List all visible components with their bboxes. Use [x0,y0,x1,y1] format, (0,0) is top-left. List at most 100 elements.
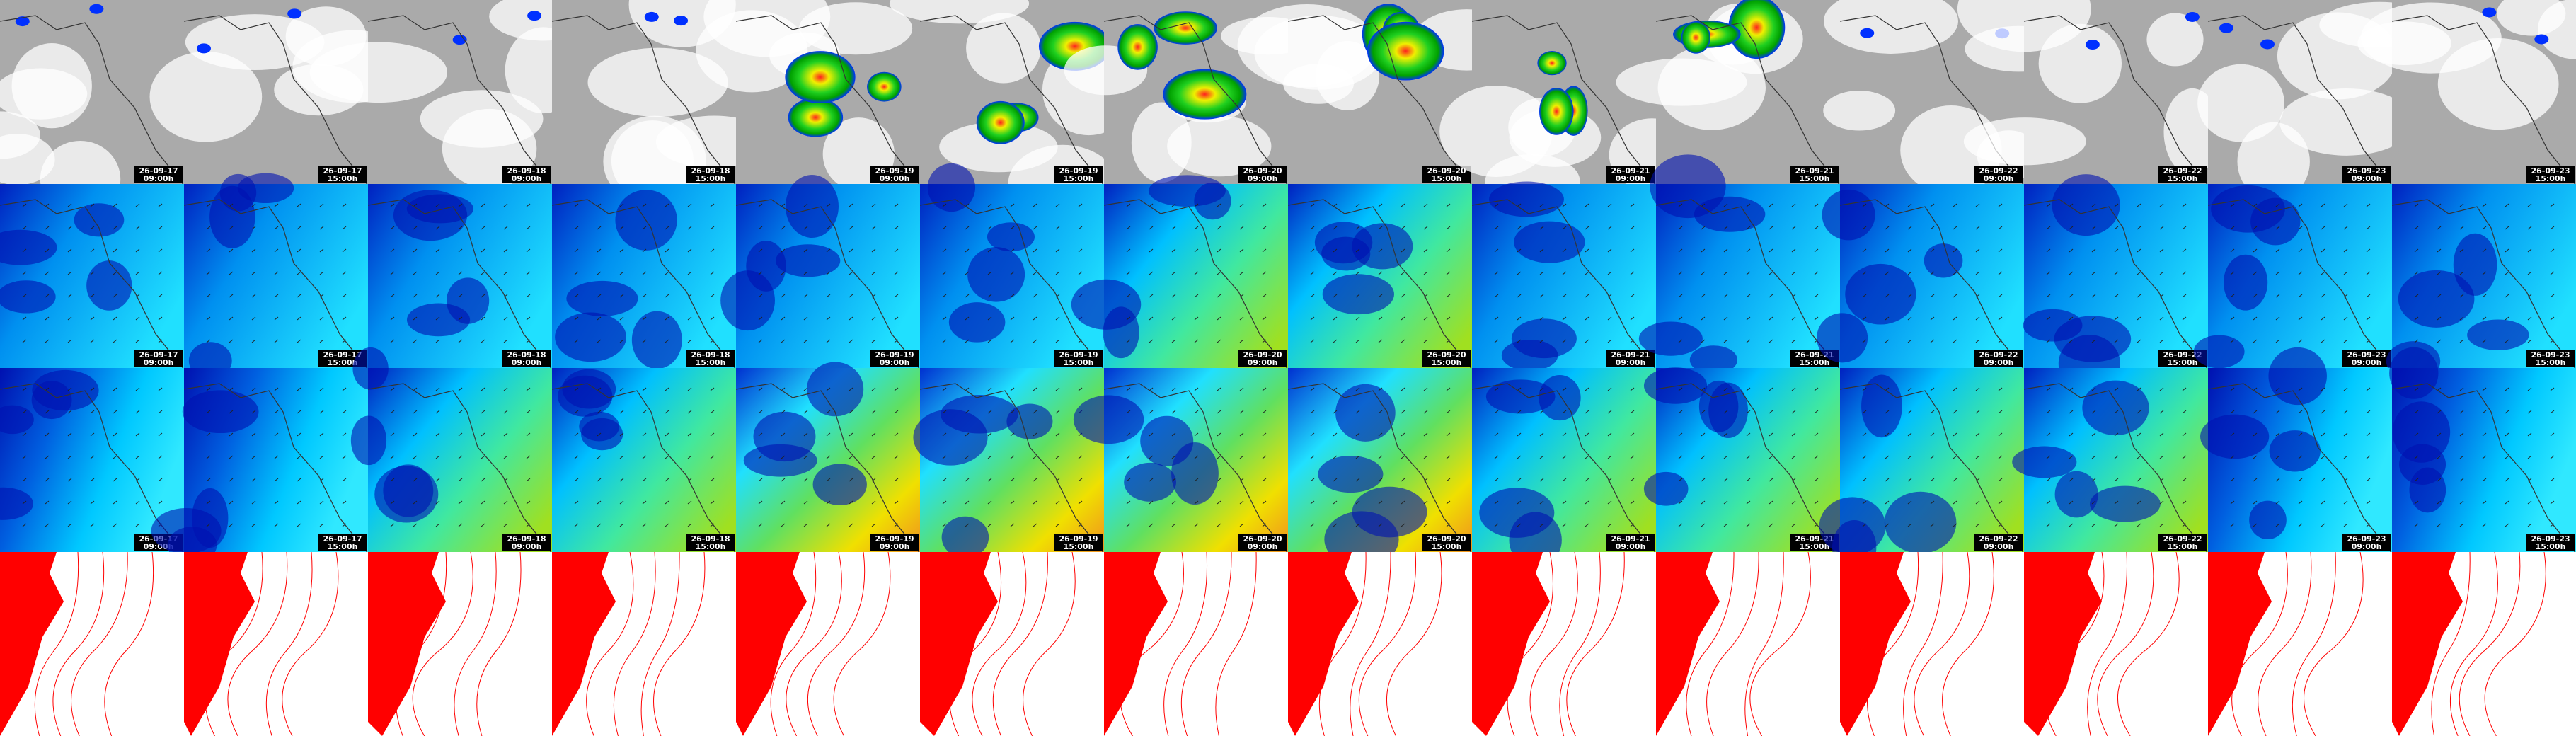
wind-barb [1930,226,1935,230]
wind-barb [2550,271,2555,275]
wind-barb [1630,271,1635,275]
wind-barb [2437,478,2442,482]
time-label: 15:00h [1800,542,1830,551]
wind-barb [1539,316,1544,321]
wind-barb [229,248,234,253]
field-patch [2089,485,2161,522]
wind-barb [849,410,853,414]
wind-barb [2137,500,2141,505]
wind-barb [274,226,279,230]
label-box [2158,166,2207,183]
time-label: 09:00h [512,174,542,183]
wind-barb [2459,478,2464,482]
contour-line [2431,551,2471,736]
wind-barb [1310,478,1315,482]
wind-barb [781,226,786,230]
wind-barb [1998,410,2003,414]
date-label: 26-09-21 [1795,166,1834,176]
wind-barb [390,432,395,437]
contour-line [1318,551,1367,736]
wind-barb [2230,455,2235,459]
wind-barb [1262,387,1267,391]
wind-barb [2182,410,2187,414]
wind-barb [758,455,763,459]
wind-barb [2182,248,2187,253]
wind-barb [1333,432,1338,437]
wind-barb [2366,455,2371,459]
cloud [1616,58,1747,106]
wind-barb [1678,432,1683,437]
wind-barb [251,248,256,253]
contour-line [2258,551,2312,736]
wind-barb [2321,455,2325,459]
wind-barb [413,523,418,527]
wind-barb [2253,523,2258,527]
wind-barb [319,294,324,298]
wind-barb [2366,271,2371,275]
contour-line [1529,551,1578,736]
wind-barb [1378,203,1383,207]
wind-barb [871,432,876,437]
wind-barb [2069,432,2074,437]
wind-barb [67,248,72,253]
date-label: 26-09-23 [2347,166,2386,176]
wind-barb [687,432,692,437]
wind-barb [481,226,485,230]
wind-barb [687,294,692,298]
precipitation [1539,88,1574,135]
wind-barb [2298,387,2303,391]
wind-barb [2437,294,2442,298]
label-box [2526,350,2575,367]
wind-barb [894,226,899,230]
wind-barb [2069,316,2074,321]
wind-barb [2253,455,2258,459]
wind-barb [297,410,301,414]
wind-barb [1055,248,1060,253]
wind-barb [826,387,831,391]
wind-barb [597,455,602,459]
time-label: 09:00h [1248,174,1278,183]
wind-barb [758,226,763,230]
wind-barb [2159,203,2164,207]
wind-barb [1701,294,1706,298]
wind-barb [803,432,808,437]
wind-barb [2482,316,2487,321]
wind-barb [206,500,211,505]
wind-barb [503,294,508,298]
field-patch [812,464,867,505]
contour-line [2231,551,2288,736]
wind-barb [1701,339,1706,343]
contour-line [1507,551,1553,736]
contour-line [1942,551,1994,736]
wind-barb [158,316,163,321]
wind-barb [758,500,763,505]
wind-barb [2414,387,2419,391]
coastline [0,15,185,186]
wind-barb [619,410,624,414]
wind-barb [503,410,508,414]
wind-barb [1262,203,1267,207]
wind-barb [2527,455,2532,459]
wind-barb [1149,500,1154,505]
contour-line [2484,551,2546,736]
time-label: 15:00h [2168,358,2198,367]
wind-barb [274,339,279,343]
wind-barb [1585,271,1589,275]
wind-barb [2069,500,2074,505]
wind-barb [229,226,234,230]
wind-barb [1401,432,1405,437]
contour-line [1120,551,1184,736]
wind-barb [1149,271,1154,275]
wind-barb [1791,500,1796,505]
wind-barb [458,455,463,459]
wind-barb [826,203,831,207]
label-box [2526,534,2575,551]
wind-barb [665,410,669,414]
wind-barb [942,410,947,414]
wind-barb [2253,248,2258,253]
wind-barb [1401,455,1405,459]
wind-barb [2230,316,2235,321]
